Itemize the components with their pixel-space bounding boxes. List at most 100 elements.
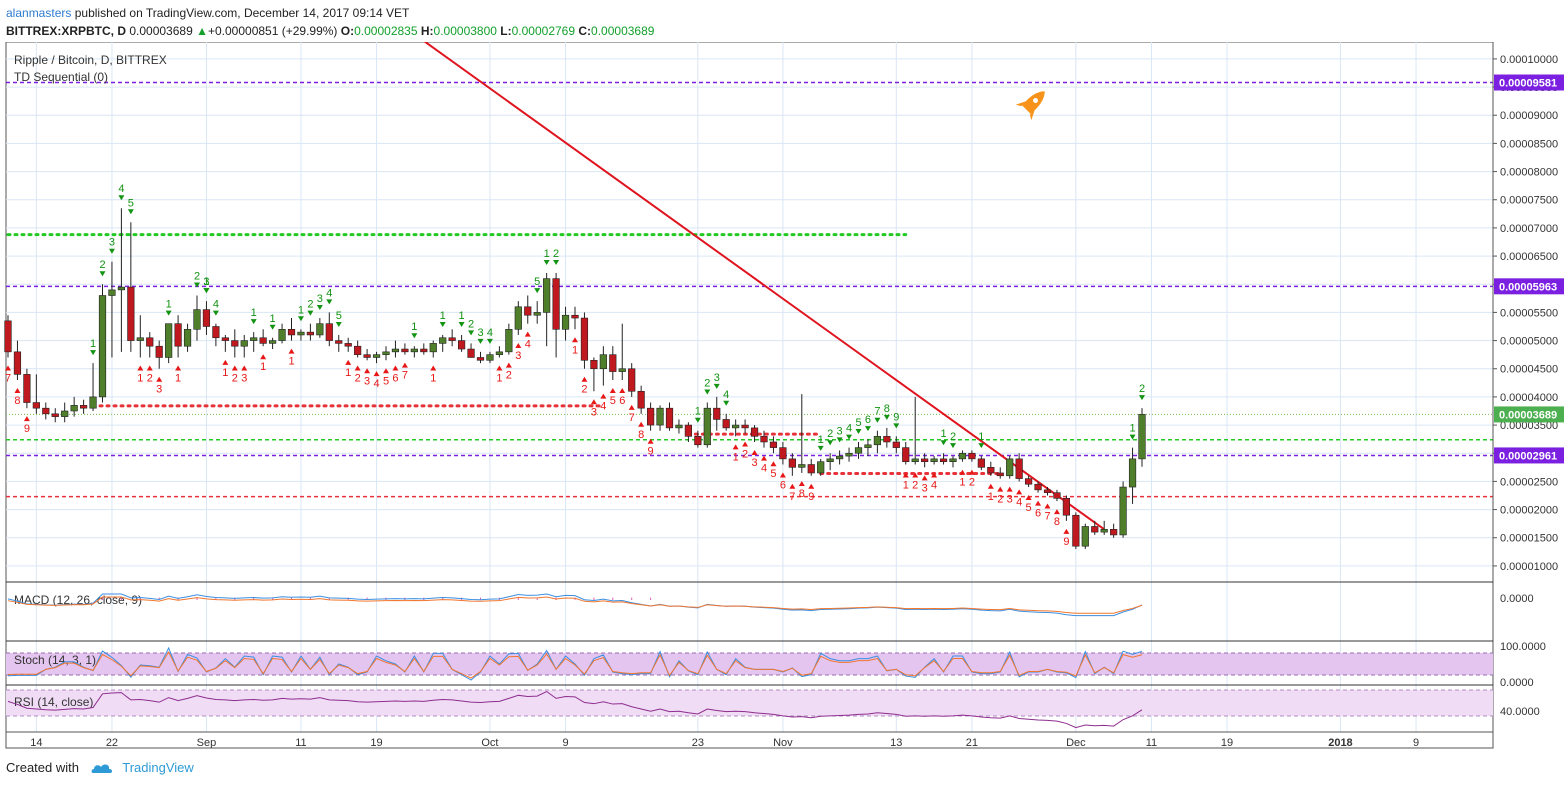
td-buy-count: 5: [1026, 502, 1032, 514]
stoch-axis-bottom: 0.0000: [1500, 677, 1534, 689]
td-sell-count: 1: [544, 248, 550, 260]
x-tick-label: 11: [1146, 737, 1157, 749]
td-buy-arrow: [156, 376, 163, 382]
candle-body: [268, 340, 277, 344]
td-buy-count: 3: [364, 375, 370, 387]
candle-body: [61, 410, 69, 417]
td-buy-arrow: [14, 388, 21, 394]
td-buy-count: 6: [619, 395, 625, 407]
author-link[interactable]: alanmasters: [6, 6, 72, 20]
td-buy-arrow: [496, 365, 503, 371]
stoch-axis-top: 100.0000: [1500, 641, 1546, 653]
candle-body: [429, 343, 437, 353]
candle-body: [70, 405, 78, 412]
candle-body: [457, 340, 466, 350]
td-buy-arrow: [288, 348, 295, 354]
candle-body: [996, 472, 1004, 477]
td-sell-arrow: [99, 271, 106, 277]
td-sell-arrow: [194, 282, 200, 288]
candle-body: [628, 368, 636, 392]
td-buy-count: 7: [1044, 510, 1050, 522]
td-sell-count: 1: [440, 310, 446, 322]
candle-body: [448, 337, 456, 341]
td-buy-arrow: [175, 365, 182, 371]
td-buy-arrow: [401, 362, 408, 368]
candle-body: [363, 354, 371, 358]
td-buy-arrow: [1053, 509, 1060, 515]
td-buy-arrow: [619, 388, 626, 394]
td-buy-count: 3: [922, 482, 928, 494]
td-buy-count: 1: [260, 361, 266, 373]
td-buy-count: 2: [742, 449, 748, 461]
td-sell-arrow: [543, 259, 550, 265]
td-buy-arrow: [1044, 503, 1051, 509]
candle-body: [665, 407, 674, 429]
candle-body: [165, 323, 173, 358]
change-value: +0.00000851 (+29.99%): [207, 24, 338, 38]
td-sell-arrow: [108, 248, 115, 254]
td-buy-arrow: [137, 365, 144, 371]
publish-line: alanmasters published on TradingView.com…: [6, 4, 654, 22]
candle-body: [1119, 486, 1127, 536]
td-buy-count: 2: [969, 477, 975, 489]
x-tick-label: 9: [562, 737, 568, 749]
td-buy-count: 3: [591, 406, 597, 418]
candle-body: [13, 351, 22, 375]
candle-body: [703, 407, 711, 446]
td-buy-arrow: [581, 376, 588, 382]
td-buy-count: 4: [1016, 496, 1022, 508]
candle-body: [892, 441, 900, 448]
td-buy-count: 2: [912, 480, 918, 492]
y-tick-label: 0.00007000: [1500, 223, 1558, 235]
x-tick-label: 23: [692, 737, 704, 749]
candle-body: [505, 329, 513, 353]
rsi-axis-label: 40.0000: [1500, 706, 1540, 718]
grid: [6, 42, 1493, 732]
td-buy-count: 4: [373, 378, 379, 390]
td-sell-count: 2: [307, 299, 313, 311]
td-buy-count: 3: [1007, 494, 1013, 506]
td-sell-count: 2: [194, 271, 200, 283]
candle-body: [873, 436, 881, 446]
x-tick-label: 11: [295, 737, 306, 749]
candle-body: [1006, 458, 1014, 477]
candle-body: [722, 419, 730, 429]
x-tick-label: Dec: [1066, 737, 1086, 749]
candle-body: [4, 320, 12, 353]
td-buy-arrow: [732, 444, 739, 450]
y-tick-label: 0.00004500: [1500, 364, 1558, 376]
td-buy-arrow: [742, 441, 749, 447]
td-sell-arrow: [165, 310, 172, 316]
y-tick-label: 0.00002500: [1500, 476, 1558, 488]
td-buy-count: 9: [24, 423, 30, 435]
candle-body: [1128, 458, 1137, 488]
td-buy-count: 4: [761, 463, 767, 475]
td-sell-arrow: [553, 259, 560, 265]
td-buy-arrow: [987, 483, 994, 489]
td-sell-count: 2: [704, 378, 710, 390]
candle-body: [788, 458, 796, 468]
x-tick-label: 9: [1413, 737, 1419, 749]
td-sell-count: 1: [298, 304, 304, 316]
td-sell-count: 3: [317, 293, 323, 305]
tradingview-link[interactable]: TradingView: [122, 760, 194, 775]
td-buy-count: 8: [799, 488, 805, 500]
td-sell-arrow: [704, 389, 711, 395]
td-sell-count: 1: [251, 307, 257, 319]
td-buy-count: 5: [610, 395, 616, 407]
y-tick-label: 0.00008500: [1500, 138, 1558, 150]
candle-body: [495, 351, 504, 355]
chart-header: alanmasters published on TradingView.com…: [6, 4, 654, 40]
td-sell-arrow: [694, 417, 701, 423]
candle-body: [98, 295, 107, 398]
td-sell-count: 3: [203, 276, 209, 288]
td-buy-count: 1: [175, 372, 181, 384]
td-sell-count: 5: [534, 276, 540, 288]
macd-line: [7, 593, 1143, 617]
candle-body: [250, 337, 258, 341]
candle-body: [1110, 528, 1118, 536]
td-buy-count: 1: [430, 372, 436, 384]
td-sell-arrow: [335, 321, 342, 327]
y-tick-label: 0.00005000: [1500, 336, 1558, 348]
